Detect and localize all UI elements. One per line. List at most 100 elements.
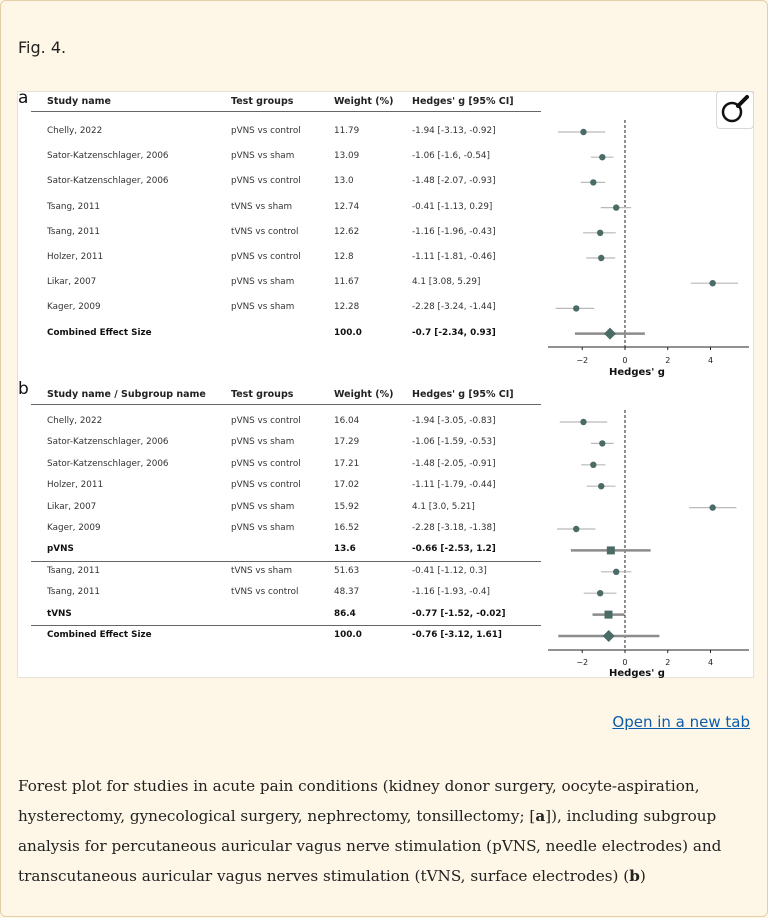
weight-cell: 12.62: [334, 226, 360, 237]
x-axis-label: Hedges' g: [609, 367, 665, 378]
study-name-cell: Kager, 2009: [47, 523, 101, 533]
study-name-cell: Sator-Katzenschlager, 2006: [47, 437, 169, 448]
study-name-cell: Tsang, 2011: [47, 226, 101, 237]
test-group-cell: pVNS vs control: [231, 126, 301, 136]
study-name-cell: Chelly, 2022: [47, 416, 103, 426]
test-group-cell: pVNS vs sham: [231, 277, 295, 288]
study-name-cell: Combined Effect Size: [47, 630, 152, 640]
x-tick-label: 4: [708, 658, 713, 667]
x-tick-label: −2: [576, 658, 588, 667]
column-header-4: Hedges' g [95% CI]: [412, 389, 514, 400]
study-name-cell: Likar, 2007: [47, 277, 97, 288]
column-header-2: Test groups: [231, 96, 294, 107]
effect-size-cell: -1.48 [-2.05, -0.91]: [412, 458, 496, 469]
effect-size-cell: -0.66 [-2.53, 1.2]: [412, 544, 496, 555]
x-tick-label: 2: [665, 356, 670, 365]
study-name-cell: Sator-Katzenschlager, 2006: [47, 151, 169, 162]
x-tick-label: 4: [708, 356, 713, 365]
effect-size-cell: -1.06 [-1.6, -0.54]: [412, 151, 490, 162]
panel-label-b: b: [18, 379, 29, 399]
figure-label: Fig. 4.: [18, 38, 67, 57]
open-in-new-tab-link[interactable]: Open in a new tab: [612, 713, 750, 731]
panel-label-a: a: [18, 88, 29, 108]
header-divider: [31, 404, 541, 405]
effect-point: [596, 590, 604, 597]
effect-size-cell: -1.16 [-1.93, -0.4]: [412, 587, 490, 598]
test-group-cell: pVNS vs sham: [231, 437, 295, 448]
effect-size-cell: -1.94 [-3.13, -0.92]: [412, 126, 496, 136]
weight-cell: 86.4: [334, 608, 356, 619]
x-tick-label: 0: [622, 356, 627, 365]
column-header-3: Weight (%): [334, 389, 394, 400]
effect-point: [613, 568, 620, 575]
study-name-cell: pVNS: [47, 544, 74, 555]
combined-diamond: [602, 630, 615, 642]
effect-point: [613, 204, 620, 211]
effect-size-cell: -1.48 [-2.07, -0.93]: [412, 176, 496, 187]
effect-point: [590, 179, 597, 186]
test-group-cell: pVNS vs control: [231, 416, 301, 426]
study-name-cell: Combined Effect Size: [47, 327, 152, 338]
study-name-cell: Sator-Katzenschlager, 2006: [47, 176, 169, 187]
effect-point: [580, 128, 587, 136]
test-group-cell: tVNS vs control: [231, 226, 299, 237]
weight-cell: 51.63: [334, 565, 360, 576]
weight-cell: 16.04: [334, 416, 360, 426]
column-header-2: Test groups: [231, 389, 294, 400]
x-tick-label: 2: [665, 658, 670, 667]
magnifier-icon-graphic: [721, 95, 749, 123]
effect-point: [709, 280, 716, 287]
weight-cell: 48.37: [334, 587, 360, 598]
test-group-cell: pVNS vs sham: [231, 523, 295, 533]
effect-point: [709, 504, 716, 511]
effect-point: [598, 483, 605, 490]
study-name-cell: Holzer, 2011: [47, 252, 104, 262]
effect-size-cell: -0.76 [-3.12, 1.61]: [412, 630, 502, 640]
study-name-cell: Chelly, 2022: [47, 126, 103, 136]
study-name-cell: tVNS: [47, 608, 72, 619]
effect-size-cell: -0.7 [-2.34, 0.93]: [412, 327, 496, 338]
x-axis-label: Hedges' g: [609, 668, 665, 679]
effect-size-cell: -1.11 [-1.81, -0.46]: [412, 252, 496, 262]
subgroup-divider: [31, 625, 541, 627]
effect-point: [573, 305, 580, 312]
study-name-cell: Kager, 2009: [47, 302, 101, 313]
test-group-cell: pVNS vs control: [231, 458, 301, 469]
effect-point: [590, 461, 597, 468]
subgroup-divider: [31, 561, 541, 563]
test-group-cell: pVNS vs control: [231, 252, 301, 262]
weight-cell: 13.0: [334, 176, 354, 187]
weight-cell: 13.09: [334, 151, 360, 162]
weight-cell: 15.92: [334, 501, 360, 512]
effect-point: [598, 254, 605, 262]
effect-point: [580, 418, 587, 426]
weight-cell: 16.52: [334, 523, 360, 533]
effect-size-cell: 4.1 [3.0, 5.21]: [412, 501, 475, 512]
study-name-cell: Tsang, 2011: [47, 201, 101, 212]
test-group-cell: pVNS vs sham: [231, 302, 295, 313]
effect-size-cell: -1.06 [-1.59, -0.53]: [412, 437, 496, 448]
header-divider: [31, 111, 541, 112]
weight-cell: 11.67: [334, 277, 360, 288]
figure-caption: Forest plot for studies in acute pain co…: [18, 777, 722, 885]
weight-cell: 100.0: [334, 630, 362, 640]
magnifier-icon[interactable]: [716, 91, 754, 129]
column-header-3: Weight (%): [334, 96, 394, 107]
x-tick-label: 0: [622, 658, 627, 667]
effect-size-cell: -2.28 [-3.24, -1.44]: [412, 302, 496, 313]
effect-size-cell: -0.41 [-1.13, 0.29]: [412, 201, 493, 212]
test-group-cell: tVNS vs sham: [231, 565, 293, 576]
test-group-cell: pVNS vs control: [231, 480, 301, 491]
weight-cell: 17.29: [334, 437, 360, 448]
figure-image[interactable]: [17, 91, 754, 678]
effect-point: [573, 525, 580, 533]
effect-size-cell: -1.11 [-1.79, -0.44]: [412, 480, 496, 491]
weight-cell: 17.02: [334, 480, 360, 491]
effect-size-cell: -0.77 [-1.52, -0.02]: [412, 608, 506, 619]
effect-size-cell: -2.28 [-3.18, -1.38]: [412, 523, 496, 533]
test-group-cell: pVNS vs sham: [231, 501, 295, 512]
x-tick-label: −2: [576, 356, 588, 365]
effect-size-cell: 4.1 [3.08, 5.29]: [412, 277, 481, 288]
